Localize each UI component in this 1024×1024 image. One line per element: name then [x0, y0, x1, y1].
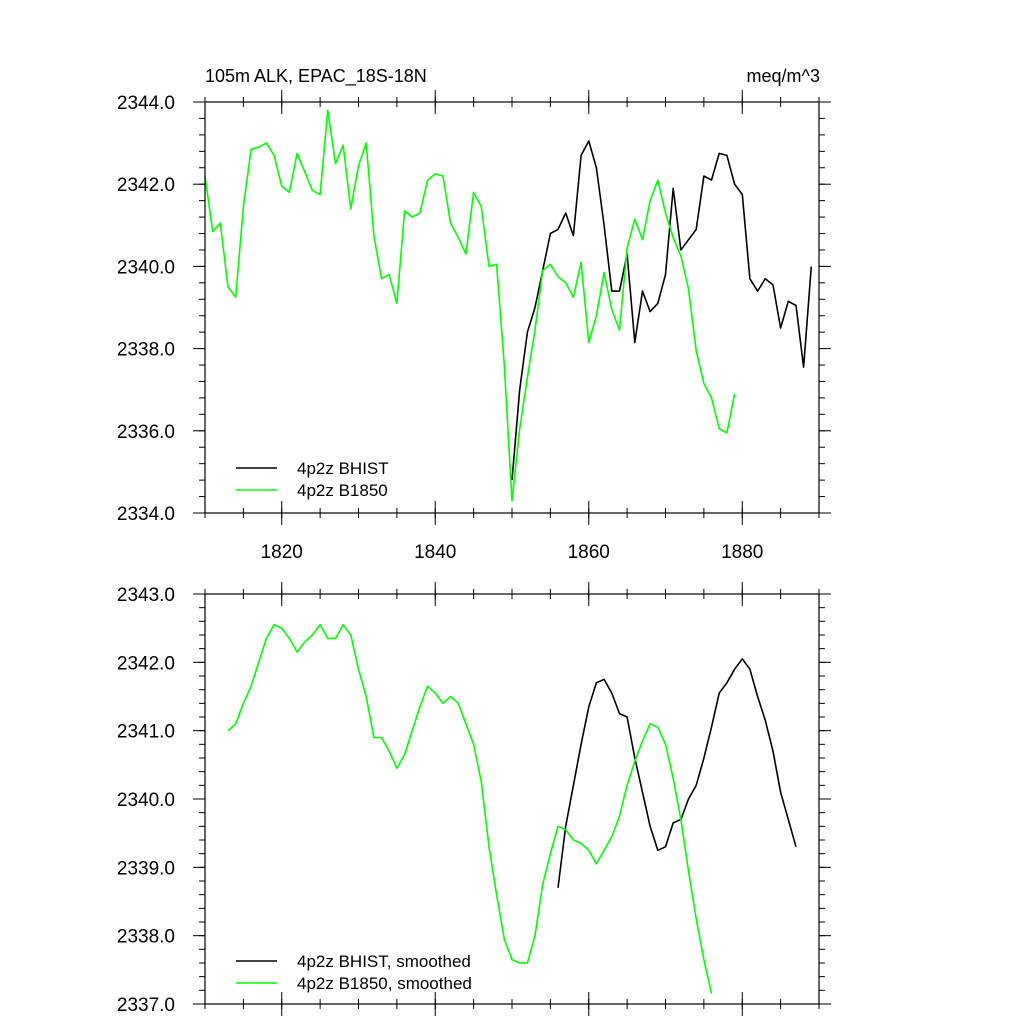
y-tick-label: 2338.0	[117, 927, 175, 948]
bottom-chart-panel: 2337.0 2338.0 2339.0 2340.0 2341.0 2342.0 2343…	[117, 582, 831, 1016]
x-tick-label: 1880	[721, 542, 763, 563]
y-tick-label: 2338.0	[117, 340, 175, 361]
y-tick-label: 2339.0	[117, 858, 175, 879]
x-tick-label: 1860	[568, 542, 610, 563]
legend-label-bhist: 4p2z BHIST	[297, 459, 389, 478]
series-line-b1850	[227, 623, 713, 994]
series-line-b1850	[204, 109, 736, 502]
x-tick-label: 1840	[414, 542, 456, 563]
chart-units: meq/m^3	[747, 66, 820, 86]
top-plot-frame	[204, 101, 820, 514]
top-legend: 4p2z BHIST 4p2z B1850	[236, 459, 389, 500]
y-tick-label: 2334.0	[117, 504, 175, 525]
y-tick-label: 2340.0	[117, 257, 175, 278]
y-tick-label: 2336.0	[117, 422, 175, 443]
x-tick-label: 1820	[261, 542, 303, 563]
y-tick-label: 2337.0	[117, 995, 175, 1016]
y-tick-label: 2342.0	[117, 175, 175, 196]
y-tick-label: 2343.0	[117, 585, 175, 606]
chart-title: 105m ALK, EPAC_18S-18N	[205, 66, 427, 87]
bottom-series-lines	[227, 623, 797, 994]
y-tick-label: 2340.0	[117, 790, 175, 811]
bottom-plot-frame	[204, 593, 820, 1005]
y-tick-label: 2341.0	[117, 722, 175, 743]
legend-label-bhist-smoothed: 4p2z BHIST, smoothed	[297, 952, 471, 971]
series-line-bhist	[557, 658, 797, 888]
y-tick-label: 2342.0	[117, 653, 175, 674]
top-series-lines	[204, 109, 813, 502]
top-chart-panel: 105m ALK, EPAC_18S-18N meq/m^3 1820 1840 1…	[117, 66, 831, 563]
legend-label-b1850: 4p2z B1850	[297, 481, 388, 500]
legend-label-b1850-smoothed: 4p2z B1850, smoothed	[297, 974, 472, 993]
top-axis-ticks: 1820 1840 1860 1880 2334.0 2336.0 2338.0 2340.0…	[117, 90, 831, 563]
bottom-axis-ticks: 2337.0 2338.0 2339.0 2340.0 2341.0 2342.0 2343…	[117, 582, 831, 1016]
series-line-bhist	[511, 140, 813, 481]
y-tick-label: 2344.0	[117, 93, 175, 114]
bottom-legend: 4p2z BHIST, smoothed 4p2z B1850, smoothe…	[236, 952, 472, 993]
